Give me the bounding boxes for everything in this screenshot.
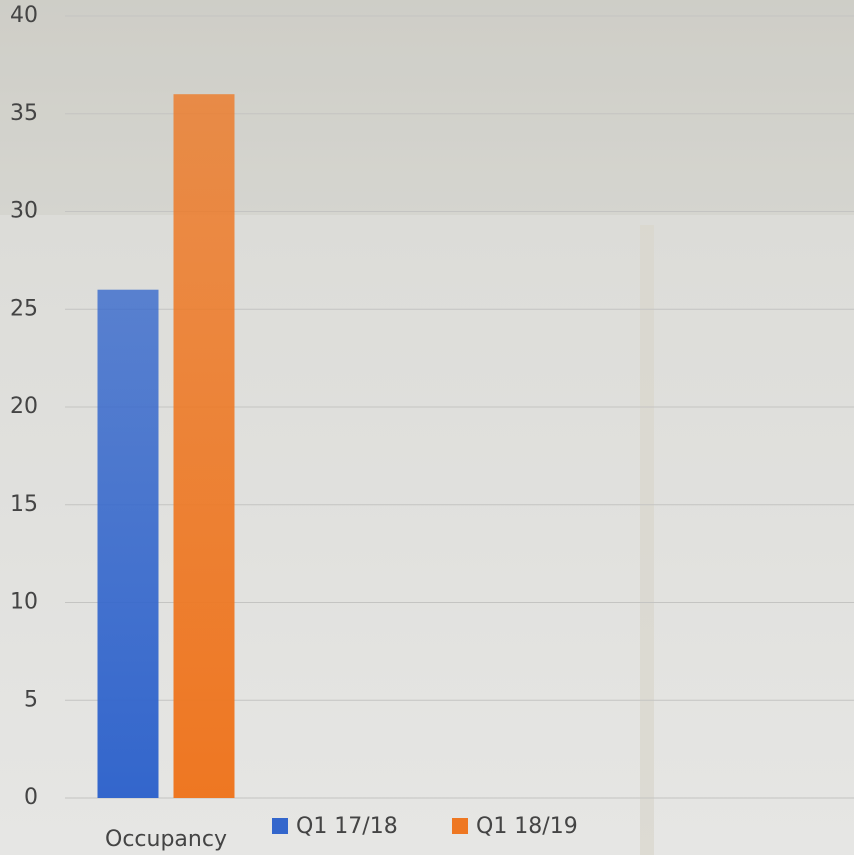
y-tick-label: 30 xyxy=(10,199,38,224)
background-photo-band xyxy=(0,0,854,215)
y-tick-label: 0 xyxy=(24,785,38,810)
legend-label: Q1 17/18 xyxy=(296,814,398,839)
y-tick-label: 20 xyxy=(10,394,38,419)
x-tick-label: Occupancy xyxy=(105,827,227,852)
y-tick-label: 35 xyxy=(10,101,38,126)
legend-swatch xyxy=(452,818,468,834)
legend-swatch xyxy=(272,818,288,834)
y-tick-label: 15 xyxy=(10,492,38,517)
y-tick-label: 10 xyxy=(10,590,38,615)
background-post xyxy=(640,225,654,855)
y-tick-label: 25 xyxy=(10,296,38,321)
y-tick-label: 5 xyxy=(24,687,38,712)
y-tick-label: 40 xyxy=(10,3,38,28)
bar xyxy=(173,94,235,798)
bar xyxy=(97,289,159,798)
legend-label: Q1 18/19 xyxy=(476,814,578,839)
